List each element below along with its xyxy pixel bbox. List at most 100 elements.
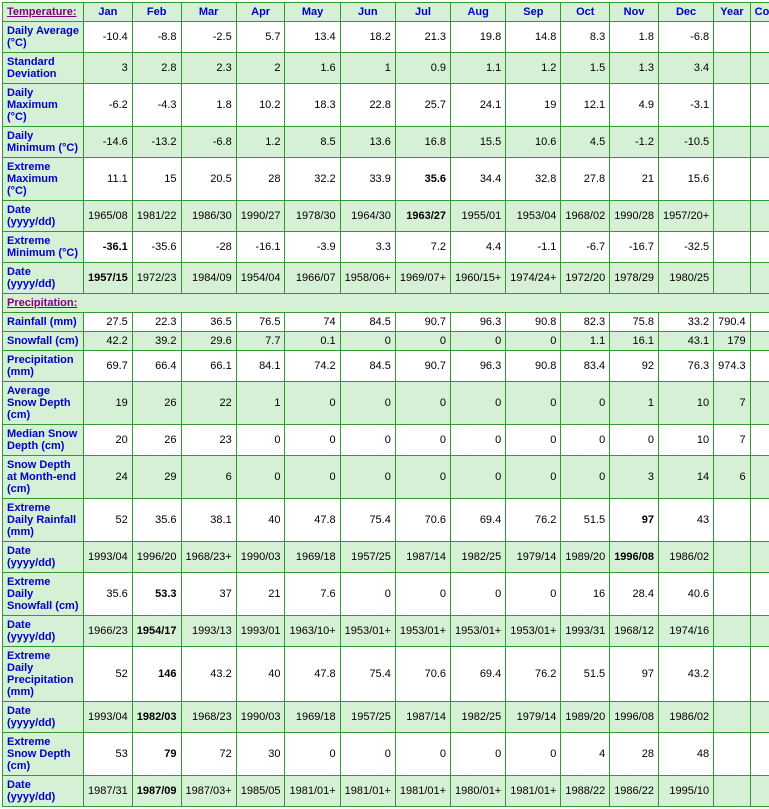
cell [714,647,751,702]
row-label: Date (yyyy/dd) [3,542,84,573]
cell: C [750,127,769,158]
table-row: Standard Deviation32.82.321.610.91.11.21… [3,53,769,84]
cell: 11.1 [84,158,133,201]
cell: 51.5 [561,499,610,542]
cell: 48 [658,733,713,776]
cell: 27.5 [84,313,133,332]
cell [714,542,751,573]
cell: 47.8 [285,499,340,542]
cell: 26 [132,382,181,425]
cell: 52 [84,499,133,542]
table-row: Date (yyyy/dd)1993/041982/031968/231990/… [3,702,769,733]
cell: -3.1 [658,84,713,127]
row-label: Precipitation (mm) [3,351,84,382]
cell: -6.2 [84,84,133,127]
cell [750,499,769,542]
cell: 96.3 [451,351,506,382]
cell: 21 [610,158,659,201]
cell: 69.7 [84,351,133,382]
cell: 0 [395,425,450,456]
cell: 0 [610,425,659,456]
cell [750,542,769,573]
cell [750,232,769,263]
cell: 28 [236,158,285,201]
cell: 72 [181,733,236,776]
table-row: Extreme Minimum (°C)-36.1-35.6-28-16.1-3… [3,232,769,263]
table-row: Date (yyyy/dd)1957/151972/231984/091954/… [3,263,769,294]
row-label: Date (yyyy/dd) [3,616,84,647]
header-row: Temperature: JanFebMarAprMayJunJulAugSep… [3,3,769,22]
cell: 1995/10 [658,776,713,807]
cell: 83.4 [561,351,610,382]
cell: 84.1 [236,351,285,382]
cell: 1969/18 [285,542,340,573]
cell: 1 [340,53,395,84]
cell: 52 [84,647,133,702]
col-header: Code [750,3,769,22]
cell: 974.3 [714,351,751,382]
cell: 76.2 [506,647,561,702]
col-header: Jun [340,3,395,22]
col-header: Nov [610,3,659,22]
cell: 0 [236,456,285,499]
cell: 90.7 [395,313,450,332]
cell: -10.4 [84,22,133,53]
cell: 1987/31 [84,776,133,807]
cell [750,201,769,232]
cell [750,702,769,733]
cell: 0 [340,332,395,351]
cell: 16.1 [610,332,659,351]
cell [714,776,751,807]
table-row: Median Snow Depth (cm)20262300000000107D [3,425,769,456]
climate-table: Temperature: JanFebMarAprMayJunJulAugSep… [2,2,769,807]
cell: 0 [506,332,561,351]
cell: 37 [181,573,236,616]
cell: 1988/22 [561,776,610,807]
cell: 32.8 [506,158,561,201]
cell: -16.1 [236,232,285,263]
cell: 1978/30 [285,201,340,232]
cell: 1990/03 [236,702,285,733]
cell: 38.1 [181,499,236,542]
col-header: Sep [506,3,561,22]
cell: 1985/05 [236,776,285,807]
cell: 23 [181,425,236,456]
cell: 2.8 [132,53,181,84]
cell: 0 [506,733,561,776]
cell: -36.1 [84,232,133,263]
cell: 1993/31 [561,616,610,647]
cell: 1966/07 [285,263,340,294]
cell [714,702,751,733]
cell: 96.3 [451,313,506,332]
cell: 1.1 [561,332,610,351]
cell: 1955/01 [451,201,506,232]
cell: 1974/16 [658,616,713,647]
cell: 19 [506,84,561,127]
cell: 1993/01 [236,616,285,647]
cell: 1.5 [561,53,610,84]
cell: 24.1 [451,84,506,127]
cell: 0 [506,382,561,425]
cell: 22 [181,382,236,425]
cell: 7 [714,425,751,456]
row-label: Date (yyyy/dd) [3,263,84,294]
table-row: Daily Minimum (°C)-14.6-13.2-6.81.28.513… [3,127,769,158]
cell: 1966/23 [84,616,133,647]
cell [714,232,751,263]
section-row: Precipitation: [3,294,769,313]
cell: -14.6 [84,127,133,158]
cell: 3 [84,53,133,84]
cell: 27.8 [561,158,610,201]
cell: -32.5 [658,232,713,263]
cell: 92 [610,351,659,382]
cell: 84.5 [340,351,395,382]
cell: D [750,425,769,456]
cell: 7 [714,382,751,425]
cell: C [750,53,769,84]
cell: 1981/01+ [340,776,395,807]
cell: 1968/23 [181,702,236,733]
row-label: Date (yyyy/dd) [3,776,84,807]
cell: 1986/30 [181,201,236,232]
table-row: Date (yyyy/dd)1965/081981/221986/301990/… [3,201,769,232]
cell: 3 [610,456,659,499]
